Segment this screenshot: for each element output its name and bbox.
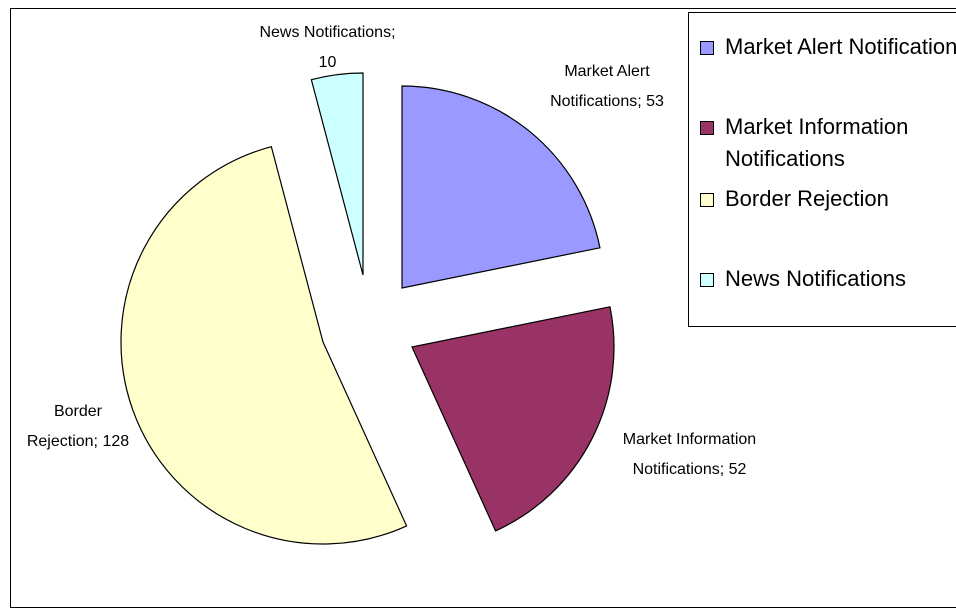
legend-swatch xyxy=(700,193,714,207)
legend-swatch xyxy=(700,121,714,135)
page: {"chart_data": {"type": "pie", "categori… xyxy=(10,8,956,608)
chart xyxy=(120,72,615,545)
data-label: Border Rejection; 128 xyxy=(26,403,130,450)
data-label: News Notifications; 10 xyxy=(259,24,396,71)
pie-slice xyxy=(310,72,364,276)
legend-swatch xyxy=(700,41,714,55)
pie-slice xyxy=(120,145,408,545)
legend-label: Market Information Notifications xyxy=(725,114,909,171)
pie-slice xyxy=(401,85,601,289)
legend-label: Market Alert Notifications xyxy=(725,34,956,59)
legend-swatch xyxy=(700,273,714,287)
legend: Market Alert Notifications Market Informa… xyxy=(688,12,956,327)
legend-label: Border Rejection xyxy=(725,186,889,211)
legend-label: News Notifications xyxy=(725,266,906,291)
data-label: Market Alert Notifications; 53 xyxy=(550,63,664,110)
pie-slice xyxy=(411,306,615,532)
data-label: Market Information Notifications; 52 xyxy=(622,431,757,478)
